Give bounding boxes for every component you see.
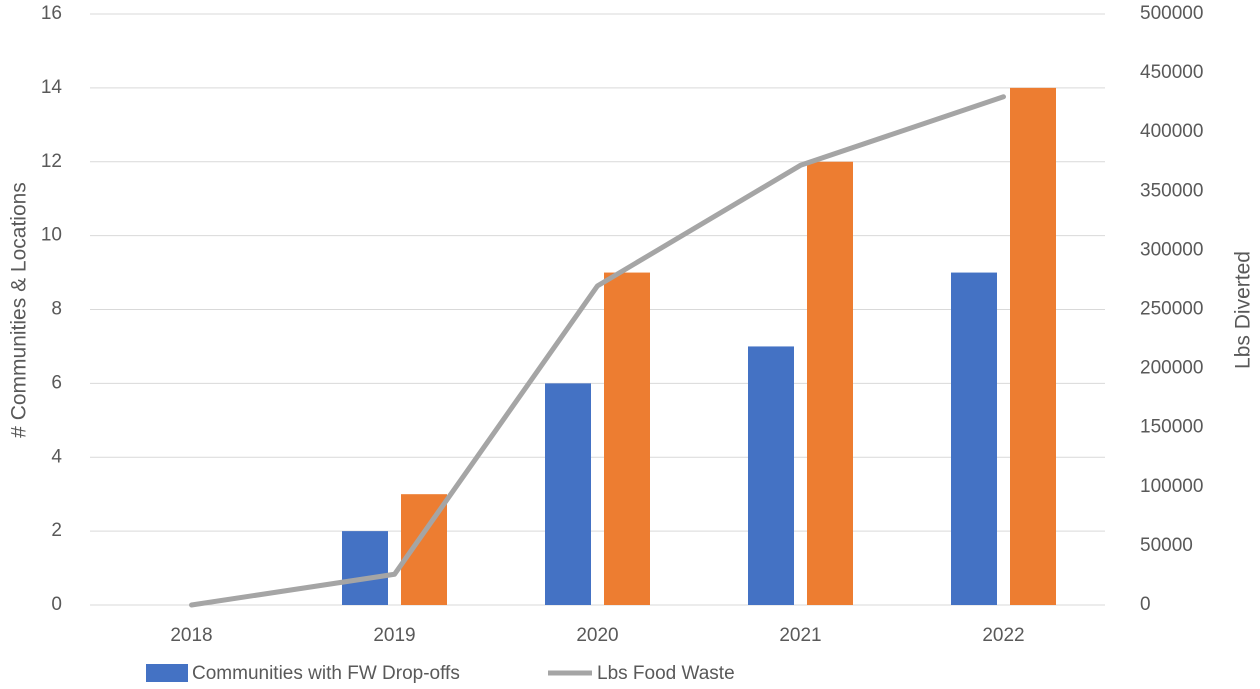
- bar: [951, 272, 997, 605]
- right-tick-label: 50000: [1140, 535, 1193, 556]
- bar: [604, 272, 650, 605]
- legend-label-communities: Communities with FW Drop-offs: [192, 663, 460, 684]
- bar: [748, 346, 794, 605]
- legend-label-lbs: Lbs Food Waste: [597, 663, 735, 684]
- left-tick-label: 12: [41, 151, 62, 172]
- x-tick-label: 2022: [982, 625, 1024, 646]
- right-axis-title: Lbs Diverted: [1232, 251, 1255, 369]
- right-tick-label: 300000: [1140, 239, 1203, 260]
- line-lbs-food-waste: [189, 94, 1006, 608]
- bar: [545, 383, 591, 605]
- x-tick-label: 2021: [779, 625, 821, 646]
- x-tick-label: 2019: [373, 625, 415, 646]
- left-tick-label: 6: [51, 372, 62, 393]
- bar: [1010, 87, 1056, 605]
- right-tick-label: 100000: [1140, 476, 1203, 497]
- line-point: [1003, 96, 1004, 98]
- right-tick-label: 250000: [1140, 299, 1203, 320]
- left-tick-label: 16: [41, 3, 62, 24]
- left-tick-label: 4: [51, 446, 62, 467]
- right-tick-label: 450000: [1140, 62, 1203, 83]
- left-tick-label: 8: [51, 299, 62, 320]
- line-series: [189, 94, 1006, 608]
- right-axis-ticks: 0 50000 100000 150000 200000 250000 300000 3500…: [1140, 3, 1203, 615]
- right-tick-label: 150000: [1140, 417, 1203, 438]
- legend: Communities with FW Drop-offs Lbs Food W…: [146, 663, 735, 684]
- x-tick-label: 2018: [170, 625, 212, 646]
- line-point: [800, 164, 801, 166]
- right-tick-label: 400000: [1140, 121, 1203, 142]
- x-tick-label: 2020: [576, 625, 618, 646]
- left-tick-label: 10: [41, 225, 62, 246]
- bar: [342, 531, 388, 605]
- line-point: [394, 573, 395, 575]
- right-tick-label: 350000: [1140, 180, 1203, 201]
- left-axis-title: # Communities & Locations: [8, 182, 31, 438]
- line-point: [191, 604, 192, 606]
- gridlines: [90, 13, 1105, 606]
- left-axis-ticks: 0 2 4 6 8 10 12 14 16: [41, 3, 63, 615]
- line-point: [597, 285, 598, 287]
- x-axis-ticks: 2018 2019 2020 2021 2022: [170, 625, 1024, 646]
- right-tick-label: 200000: [1140, 358, 1203, 379]
- left-tick-label: 0: [51, 594, 62, 615]
- right-tick-label: 0: [1140, 594, 1151, 615]
- left-tick-label: 14: [41, 77, 63, 98]
- bars: [342, 87, 1056, 605]
- right-tick-label: 500000: [1140, 3, 1203, 24]
- left-tick-label: 2: [51, 520, 62, 541]
- legend-swatch-communities: [146, 664, 188, 682]
- bar: [807, 161, 853, 605]
